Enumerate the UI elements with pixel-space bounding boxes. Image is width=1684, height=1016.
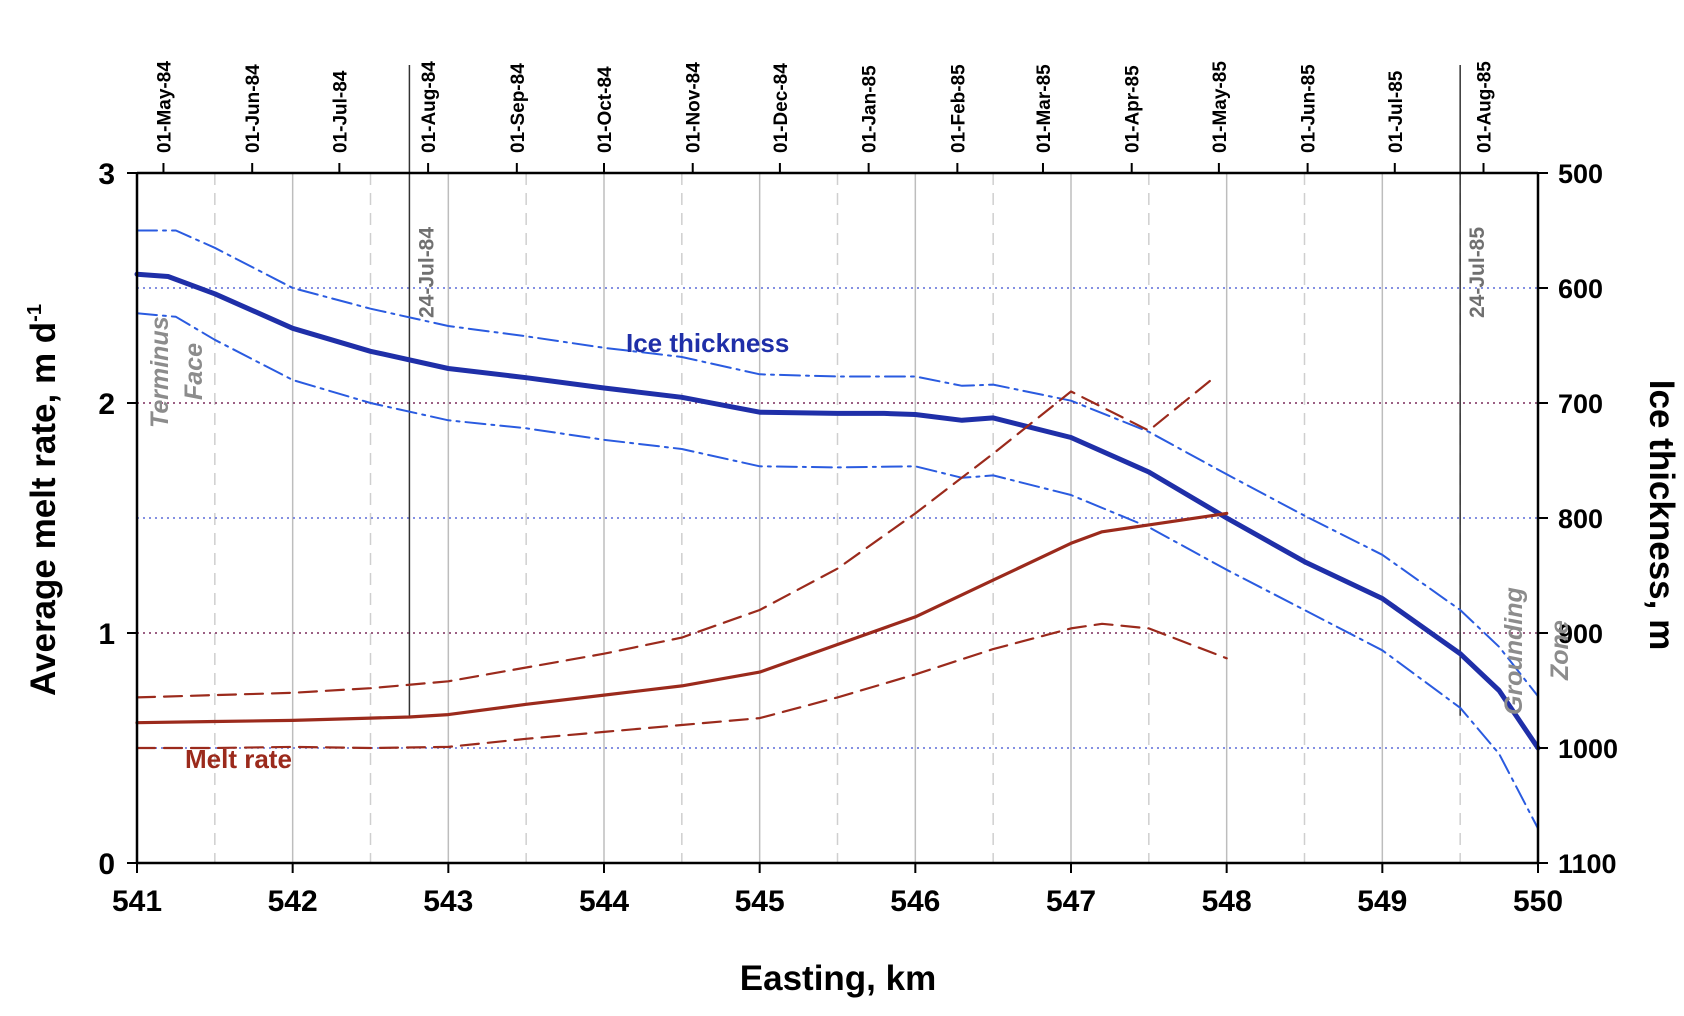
top-date-label-group: 01-Jul-84 [330, 70, 351, 153]
y-right-tick-label: 500 [1558, 159, 1603, 189]
y-right-tick-label: 700 [1558, 389, 1603, 419]
y-axis-right-title-group: Ice thickness, m [1642, 380, 1681, 650]
reference-date-label: 24-Jul-84 [415, 227, 438, 318]
grounding-label-line2: Zone [1546, 620, 1574, 681]
x-tick-label: 546 [890, 885, 940, 918]
top-date-label-group: 01-Jan-85 [860, 65, 881, 153]
top-date-label: 01-Jul-85 [1386, 70, 1407, 153]
x-tick-label: 550 [1513, 885, 1563, 918]
top-date-label-group: 01-May-84 [154, 61, 175, 153]
top-date-label: 01-May-84 [154, 61, 175, 153]
top-date-label: 01-Jun-85 [1299, 64, 1320, 153]
x-tick-label: 544 [579, 885, 629, 918]
y-left-tick-label: 3 [98, 158, 115, 191]
axes-layer [127, 163, 1548, 873]
top-date-label: 01-Aug-85 [1475, 61, 1496, 153]
y-right-tick-label: 600 [1558, 274, 1603, 304]
y-axis-left-title-main: Average melt rate, m d [24, 322, 63, 696]
reference-label-group: 24-Jul-84 [415, 227, 438, 318]
y-right-tick-label: 900 [1558, 619, 1603, 649]
x-tick-label: 541 [112, 885, 162, 918]
x-tick-label: 545 [735, 885, 785, 918]
ice-thickness-label: Ice thickness [626, 328, 789, 358]
y-left-tick-label: 1 [98, 618, 115, 651]
x-tick-label: 549 [1357, 885, 1407, 918]
y-left-tick-label: 0 [98, 848, 115, 881]
top-date-label-group: 01-Dec-84 [771, 63, 792, 153]
melt-rate-label: Melt rate [185, 744, 292, 774]
reference-date-label: 24-Jul-85 [1466, 227, 1489, 318]
y-left-tick-label: 2 [98, 388, 115, 421]
series-line [135, 511, 1229, 725]
top-date-label-group: 01-Nov-84 [684, 62, 705, 153]
top-date-label-group: 01-Oct-84 [595, 66, 616, 153]
top-date-label-group: 01-Jun-85 [1299, 64, 1320, 153]
x-tick-label: 547 [1046, 885, 1096, 918]
grounding-annotation: Grounding [1500, 587, 1528, 715]
series-line [135, 378, 1213, 699]
top-date-label: 01-Apr-85 [1123, 65, 1144, 153]
y-axis-left-title-sup: -1 [24, 304, 46, 322]
series-line [134, 271, 1541, 751]
reference-label-group: 24-Jul-85 [1466, 227, 1489, 318]
top-date-label: 01-Dec-84 [771, 63, 792, 153]
grounding-label-line1: Grounding [1500, 587, 1528, 715]
terminus-annotation: Terminus [146, 316, 174, 428]
y-axis-left-title-group: Average melt rate, m d-1 [24, 304, 63, 696]
top-date-label-group: 01-Jun-84 [243, 64, 264, 153]
x-tick-label: 548 [1202, 885, 1252, 918]
series-layer [134, 229, 1541, 830]
top-date-label-group: 01-Aug-84 [419, 61, 440, 153]
series-line [135, 622, 1228, 750]
top-date-label: 01-Feb-85 [948, 64, 969, 153]
terminus-label-line2: Face [180, 343, 208, 400]
top-date-label-group: 01-Jul-85 [1386, 70, 1407, 153]
face-annotation: Face [180, 343, 208, 400]
y-axis-right-title: Ice thickness, m [1642, 380, 1681, 650]
top-date-label: 01-Jan-85 [860, 65, 881, 153]
top-date-label: 01-Mar-85 [1034, 64, 1055, 153]
labels-layer: 24-Jul-84 24-Jul-85 541 542 543 544 545 546 547 5… [98, 61, 1618, 918]
y-right-tick-label: 800 [1558, 504, 1603, 534]
y-right-tick-label: 1100 [1558, 849, 1617, 879]
reference-lines [408, 65, 1461, 716]
top-date-label-group: 01-Aug-85 [1475, 61, 1496, 153]
grid-layer [137, 173, 1538, 863]
x-axis-title: Easting, km [740, 959, 936, 998]
top-date-label: 01-Oct-84 [595, 66, 616, 153]
top-date-label-group: 01-Mar-85 [1034, 64, 1055, 153]
top-date-label: 01-Nov-84 [684, 62, 705, 153]
zone-annotation: Zone [1546, 620, 1574, 681]
top-date-label: 01-Aug-84 [419, 61, 440, 153]
top-date-label-group: 01-Sep-84 [508, 63, 529, 153]
x-tick-label: 542 [268, 885, 318, 918]
series-line [136, 312, 1539, 830]
x-tick-label: 543 [423, 885, 473, 918]
y-right-tick-label: 1000 [1558, 734, 1618, 764]
top-date-label-group: 01-Apr-85 [1123, 65, 1144, 153]
top-date-label-group: 01-Feb-85 [948, 64, 969, 153]
top-date-label-group: 01-May-85 [1210, 61, 1231, 153]
y-axis-left-title: Average melt rate, m d-1 [24, 304, 63, 696]
series-line [136, 229, 1539, 698]
top-date-label: 01-Jul-84 [330, 70, 351, 153]
top-date-label: 01-Sep-84 [508, 63, 529, 153]
terminus-label-line1: Terminus [146, 316, 174, 428]
top-date-label: 01-May-85 [1210, 61, 1231, 153]
top-date-label: 01-Jun-84 [243, 64, 264, 153]
